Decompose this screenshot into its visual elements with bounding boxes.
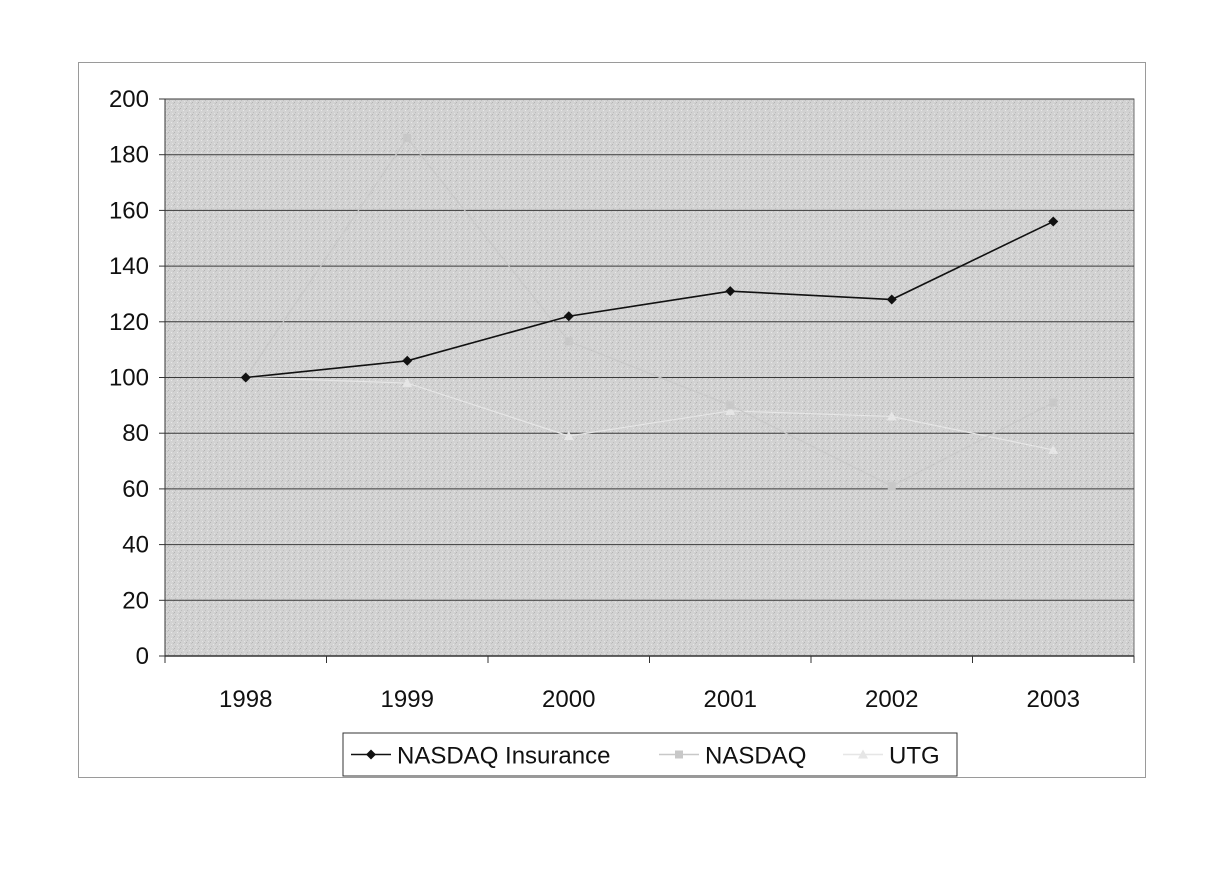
data-point [402, 355, 413, 366]
data-point [726, 401, 735, 410]
data-point [725, 405, 736, 415]
data-point [886, 294, 897, 305]
series-line [245, 376, 1054, 451]
x-tick-label: 1999 [381, 686, 434, 713]
y-tick-label: 80 [122, 420, 149, 447]
x-tick-label: 2002 [865, 686, 918, 713]
x-tick-label: 2000 [542, 686, 595, 713]
data-point [564, 337, 573, 346]
data-point [402, 378, 413, 388]
y-axis: 0 20 40 60 80 100 120 140 160 180 200 [109, 86, 166, 670]
y-tick-label: 140 [109, 253, 149, 280]
y-tick-label: 160 [109, 197, 149, 224]
data-point [886, 411, 897, 421]
legend-label: NASDAQ Insurance [397, 743, 610, 770]
y-tick-label: 60 [122, 476, 149, 503]
data-point [725, 286, 736, 297]
y-tick-label: 200 [109, 86, 149, 113]
data-point [887, 482, 896, 491]
x-tick-label: 1998 [219, 686, 272, 713]
y-tick-label: 0 [136, 643, 149, 670]
data-point [1048, 444, 1059, 454]
x-axis: 1998 1999 2000 2001 2002 2003 [164, 655, 1135, 713]
series-line [245, 136, 1054, 487]
data-point [1048, 216, 1059, 227]
series-nasdaq-insurance [240, 216, 1059, 383]
data-point [1049, 398, 1058, 407]
legend-label: NASDAQ [705, 743, 806, 770]
y-tick-label: 20 [122, 587, 149, 614]
legend-swatch-marker [675, 750, 683, 759]
series-line [245, 220, 1054, 379]
y-tick-label: 180 [109, 142, 149, 169]
legend-label: UTG [889, 743, 940, 770]
series-layer [240, 133, 1059, 491]
legend-swatch-marker [366, 749, 376, 760]
legend: NASDAQ Insurance NASDAQ UTG [342, 732, 958, 777]
x-tick-label: 2001 [704, 686, 757, 713]
y-tick-label: 100 [109, 365, 149, 392]
data-point [240, 372, 251, 383]
data-point [563, 311, 574, 322]
data-point [403, 133, 412, 142]
x-tick-label: 2003 [1027, 686, 1080, 713]
legend-swatch-marker [858, 749, 868, 759]
y-tick-label: 40 [122, 532, 149, 559]
y-tick-label: 120 [109, 309, 149, 336]
data-point [563, 430, 574, 440]
